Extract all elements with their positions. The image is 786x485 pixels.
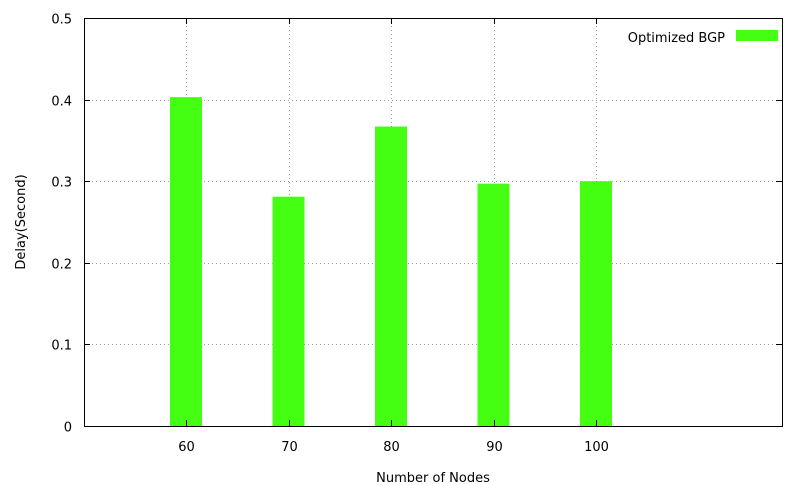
bar-80 [375,126,407,426]
y-axis-title: Delay(Second) [14,174,29,269]
x-axis-title: Number of Nodes [376,471,490,485]
bars [170,97,612,426]
legend: Optimized BGP [628,30,778,46]
y-tick-label: 0.3 [51,176,72,191]
bar-100 [580,181,612,426]
x-tick-label: 70 [281,440,298,455]
plot-frame [84,18,783,427]
bar-90 [477,183,510,426]
y-tick-label: 0.4 [51,95,72,110]
x-tick-label: 90 [486,440,503,455]
y-tick-label: 0.5 [51,13,72,28]
y-tick-label: 0.2 [51,258,72,273]
bar-70 [272,196,305,426]
y-tick-label: 0 [64,421,72,436]
bar-60 [170,97,202,426]
legend-swatch [736,30,778,41]
tick-labels: 0 0.1 0.2 0.3 0.4 0.5 60 70 80 90 100 [51,13,609,456]
y-tick-label: 0.1 [51,339,72,354]
x-tick-label: 100 [584,440,609,455]
x-tick-label: 80 [383,440,400,455]
x-tick-label: 60 [178,440,195,455]
legend-label: Optimized BGP [628,31,725,46]
ticks [84,18,782,427]
